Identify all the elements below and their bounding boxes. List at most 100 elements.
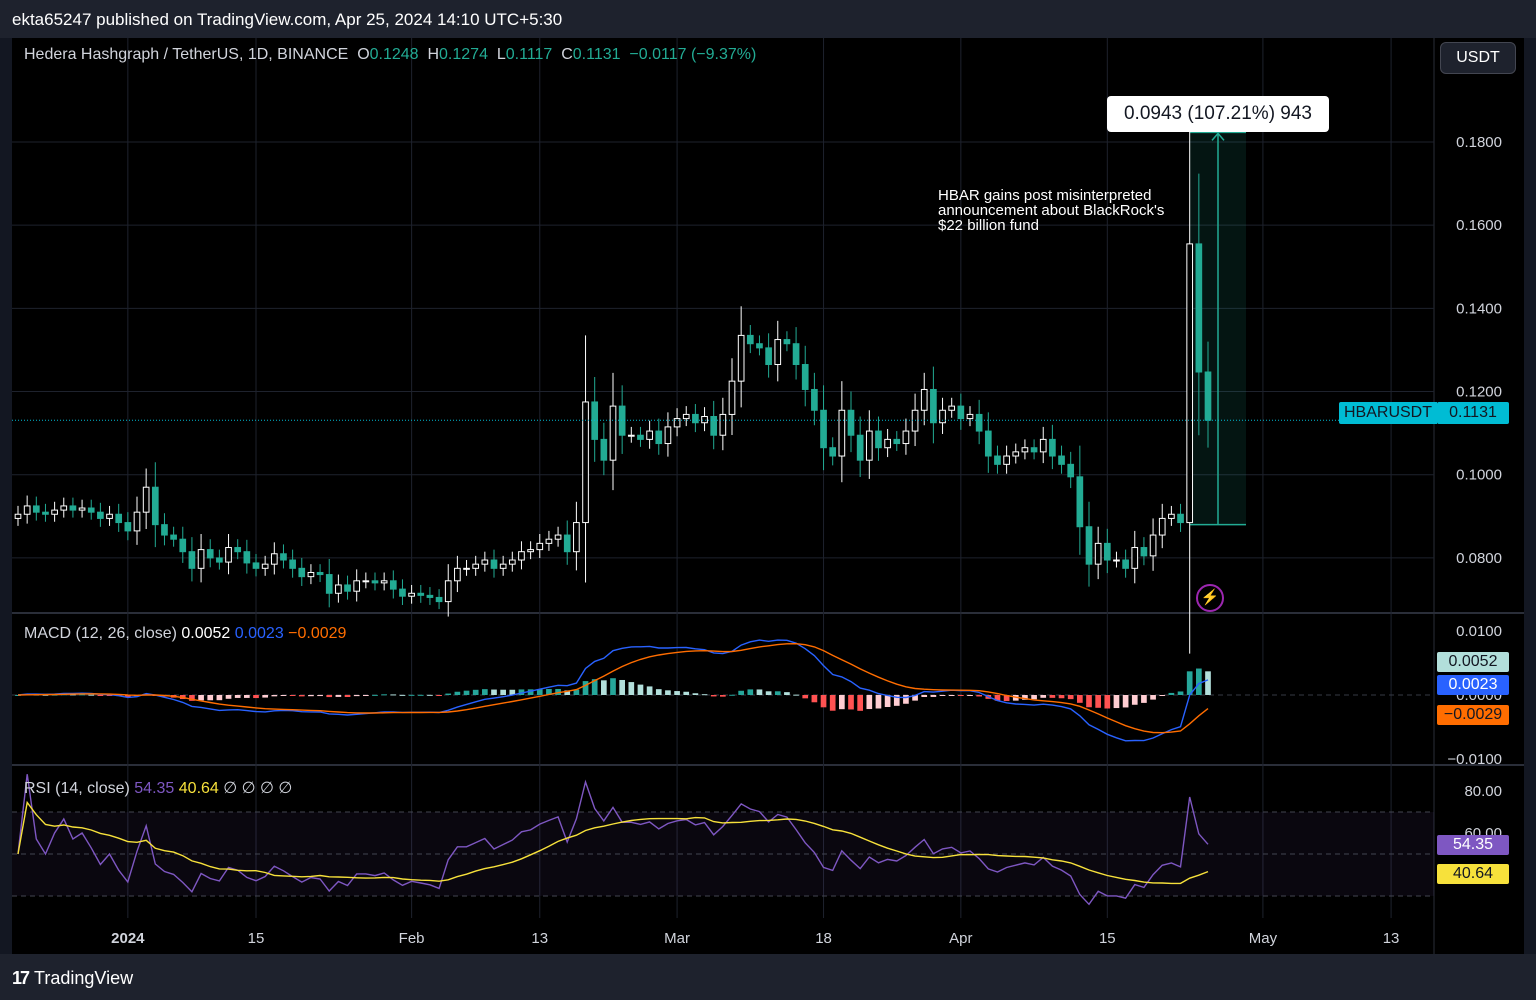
candle-body — [161, 524, 168, 536]
macd-histogram-bar — [784, 692, 790, 695]
macd-signal-line — [17, 642, 1209, 734]
macd-histogram-bar — [106, 695, 113, 696]
candle-body — [353, 580, 361, 592]
macd-histogram-bar — [527, 689, 534, 695]
macd-histogram-bar — [1003, 695, 1010, 702]
macd-histogram-bar — [1049, 695, 1056, 698]
macd-histogram-bar — [1168, 692, 1175, 695]
macd-histogram-bar — [79, 694, 85, 696]
macd-histogram-bar — [674, 691, 680, 695]
candle-body — [188, 551, 196, 569]
candle-body — [325, 574, 333, 594]
candle-body — [875, 430, 882, 449]
candle-body — [417, 592, 425, 596]
chart-svg[interactable]: 0.0800 0.1000 0.1200 0.1400 0.1600 0.1800 2024… — [12, 38, 1524, 954]
macd-histogram-bar — [994, 695, 1001, 701]
candle-body — [170, 534, 177, 540]
macd-histogram-bar — [1141, 695, 1147, 703]
macd-histogram-bar — [372, 694, 378, 696]
macd-histogram-bar — [628, 682, 635, 695]
macd-line-value: 0.0023 — [234, 625, 284, 642]
candle-body — [692, 413, 699, 424]
macd-histogram-bar — [1104, 695, 1111, 709]
macd-histogram-bar — [417, 694, 424, 696]
candle-body — [252, 562, 260, 569]
macd-histogram-bar — [271, 695, 278, 697]
chart-area[interactable]: 0.0800 0.1000 0.1200 0.1400 0.1600 0.1800 2024… — [12, 38, 1524, 954]
macd-histogram-bar — [408, 694, 415, 696]
macd-histogram-bar — [88, 694, 95, 696]
rsi-ma-value: 40.64 — [178, 780, 219, 797]
candle-body — [847, 409, 855, 436]
candle-body — [1103, 542, 1111, 561]
candle-body — [783, 339, 791, 345]
candle-body — [106, 513, 113, 519]
macd-histogram-bar — [820, 695, 827, 708]
macd-histogram-bar — [509, 689, 516, 695]
x-tick-label: Feb — [399, 930, 425, 947]
tv-logo-mark: 17 — [12, 968, 30, 988]
candle-body — [545, 538, 553, 544]
macd-histogram-bar — [756, 689, 763, 695]
macd-histogram-bar — [1150, 695, 1156, 700]
macd-histogram-bar — [692, 693, 699, 695]
candle-body — [1195, 243, 1203, 373]
macd-histogram-bar — [701, 694, 708, 696]
publish-bar: ekta65247 published on TradingView.com, … — [0, 0, 1536, 38]
macd-histogram-bar — [637, 684, 644, 695]
macd-histogram-bar — [665, 690, 671, 695]
macd-histogram-bar — [463, 690, 470, 695]
macd-histogram-bar — [619, 679, 625, 695]
candle-body — [280, 553, 287, 561]
candle-body — [124, 522, 132, 532]
x-tick-label: 15 — [1099, 930, 1116, 947]
rsi-legend: RSI (14, close) 54.35 40.64 ∅ ∅ ∅ ∅ — [24, 778, 292, 798]
x-tick-label: Apr — [949, 930, 972, 947]
candle-body — [655, 430, 663, 445]
candle-body — [225, 547, 232, 563]
lightning-icon[interactable]: ⚡ — [1196, 584, 1224, 612]
macd-histogram-bar — [436, 695, 442, 696]
macd-histogram-bar — [482, 689, 488, 695]
candle-body — [399, 588, 406, 597]
candle-body — [261, 563, 269, 569]
annotation-text[interactable]: HBAR gains post misinterpreted announcem… — [938, 188, 1238, 233]
rsi-value: 54.35 — [134, 780, 175, 797]
candle-body — [216, 557, 223, 563]
macd-histogram-bar — [729, 694, 735, 696]
macd-histogram-bar — [738, 690, 744, 695]
candle-body — [774, 339, 782, 366]
macd-histogram-bar — [207, 695, 214, 701]
candle-body — [582, 401, 589, 524]
macd-histogram-bar — [1122, 695, 1129, 708]
x-tick-label: 13 — [1383, 930, 1400, 947]
macd-histogram-bar — [491, 689, 497, 695]
y-tick-label: 0.1000 — [1456, 467, 1502, 484]
macd-histogram-bar — [921, 695, 928, 697]
candle-body — [637, 434, 644, 440]
rsi-title: RSI (14, close) — [24, 780, 130, 797]
candle-body — [994, 455, 1001, 465]
candle-body — [701, 416, 708, 424]
open-value: 0.1248 — [369, 46, 419, 63]
macd-histogram-bar — [189, 695, 195, 701]
high-label: H — [427, 46, 440, 63]
rsi-badge: 54.35 — [1437, 835, 1509, 855]
candle-body — [710, 416, 718, 436]
candle-body — [362, 580, 370, 583]
currency-button[interactable]: USDT — [1440, 42, 1516, 74]
candle-body — [865, 430, 873, 461]
macd-histogram-bar — [1177, 691, 1184, 695]
candle-body — [1131, 547, 1139, 569]
candle-body — [536, 542, 544, 551]
x-tick-label: 2024 — [111, 930, 145, 947]
macd-histogram-bar — [839, 695, 845, 710]
macd-line-badge: 0.0023 — [1437, 675, 1509, 695]
candle-body — [344, 584, 351, 592]
candle-body — [426, 594, 434, 598]
tradingview-logo[interactable]: 17 TradingView — [12, 968, 133, 989]
macd-histogram-bar — [610, 678, 616, 695]
candle-body — [920, 388, 928, 411]
macd-histogram-bar — [454, 691, 461, 695]
macd-histogram-bar — [793, 694, 799, 696]
